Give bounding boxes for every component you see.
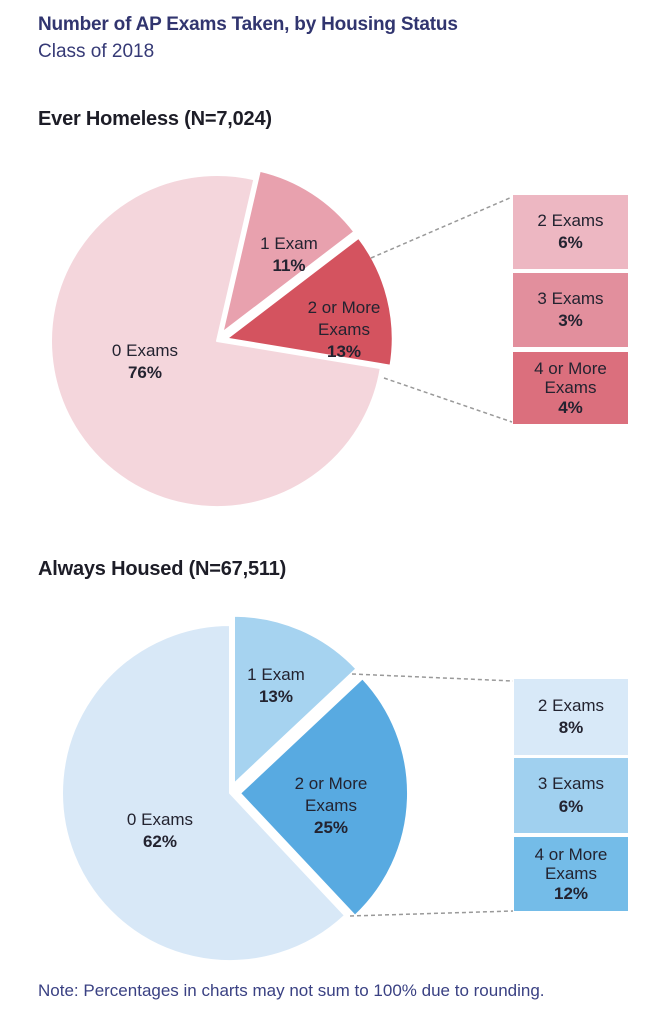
breakout-label-text: 3 Exams — [537, 774, 605, 794]
slice-label-text: 1 Exam — [247, 664, 305, 684]
breakout-percent-text: 4% — [558, 397, 583, 417]
slice-percent-text: 76% — [127, 363, 163, 382]
pie2-label-1-exam: 1 Exam 13% — [247, 664, 305, 708]
pie1-label-2-or-more: 2 or More Exams 13% — [288, 297, 400, 363]
breakout-percent-text: 12% — [553, 883, 589, 903]
slice-percent-text: 13% — [326, 342, 362, 362]
page-subtitle: Class of 2018 — [38, 41, 155, 62]
slice-label-text: 0 Exams — [126, 809, 194, 829]
slice-percent-text: 25% — [313, 818, 349, 838]
breakout-box-2-exams-homeless: 2 Exams 6% — [513, 195, 628, 269]
page-title: Number of AP Exams Taken, by Housing Sta… — [38, 14, 458, 35]
pie-1-slice-1 — [225, 236, 394, 367]
slice-label-text: 0 Exams — [111, 340, 179, 360]
pie1-label-0-exams: 0 Exams 76% — [112, 340, 178, 384]
breakout-connector-line-3 — [349, 910, 514, 917]
chart-title-ever-homeless: Ever Homeless (N=7,024) — [38, 108, 272, 130]
breakout-box-4-or-more-housed: 4 or More Exams 12% — [514, 837, 628, 911]
breakout-percent-text: 3% — [558, 311, 583, 330]
slice-label-text: 2 or More Exams — [294, 773, 368, 815]
pie-1-slice-0 — [221, 169, 356, 334]
breakout-box-3-exams-housed: 3 Exams 6% — [514, 758, 628, 833]
breakout-connector-line-1 — [383, 377, 513, 423]
slice-percent-text: 11% — [272, 256, 306, 275]
breakout-label-text: 2 Exams — [537, 695, 605, 715]
breakout-label-text: 2 Exams — [537, 210, 604, 230]
breakout-percent-text: 8% — [558, 718, 584, 737]
pie2-label-0-exams: 0 Exams 62% — [127, 809, 193, 853]
pie2-label-2-or-more: 2 or More Exams 25% — [275, 773, 387, 839]
breakout-label-text: 3 Exams — [537, 288, 604, 308]
breakout-label-text: 4 or More Exams — [534, 358, 607, 398]
pie-2-slice-1 — [239, 677, 410, 917]
slice-percent-text: 62% — [142, 832, 178, 851]
breakout-box-4-or-more-homeless: 4 or More Exams 4% — [513, 352, 628, 424]
chart-title-always-housed: Always Housed (N=67,511) — [38, 558, 287, 580]
pie-2-slice-2 — [61, 624, 346, 962]
pie-2-slice-0 — [233, 614, 358, 785]
slice-label-text: 1 Exam — [260, 233, 318, 253]
footnote: Note: Percentages in charts may not sum … — [38, 981, 545, 1000]
breakout-box-3-exams-homeless: 3 Exams 3% — [513, 273, 628, 347]
slice-label-text: 2 or More Exams — [307, 297, 381, 339]
breakout-connector-line-0 — [370, 196, 513, 259]
breakout-box-2-exams-housed: 2 Exams 8% — [514, 679, 628, 755]
breakout-label-text: 4 or More Exams — [534, 844, 608, 884]
breakout-percent-text: 6% — [558, 233, 583, 252]
pie1-label-1-exam: 1 Exam 11% — [260, 233, 318, 277]
breakout-percent-text: 6% — [558, 796, 584, 816]
slice-percent-text: 13% — [258, 687, 294, 706]
pie-1-slice-2 — [50, 174, 382, 509]
breakout-connector-line-2 — [351, 673, 514, 682]
